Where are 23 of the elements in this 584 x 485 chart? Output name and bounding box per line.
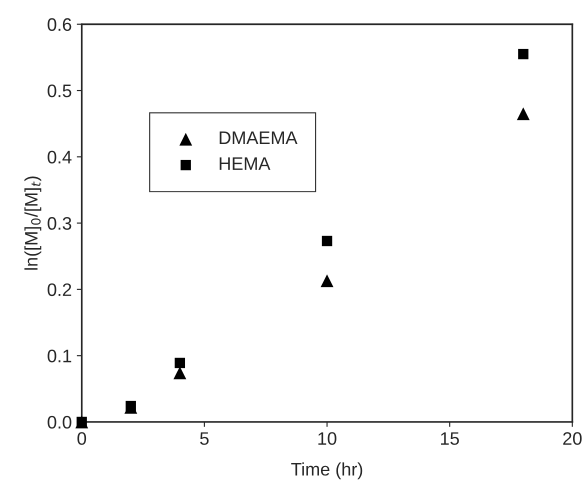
point [322,236,332,246]
point [516,107,530,120]
y-tick-label: 0.4 [48,150,72,164]
point [173,366,186,380]
x-tick-label: 10 [318,432,336,445]
y-tick-label: 0.2 [48,283,72,296]
y-axis-title: ln([M]$_{0}$/[M]$_{t}$) [24,176,42,270]
point [174,358,186,368]
y-tick-label: 0.6 [48,18,72,31]
legend-label: DMAEMA [220,132,298,144]
x-tick-label: 15 [441,432,459,445]
point [518,48,528,60]
x-tick-label: 20 [563,432,582,445]
legend-label: HEMA [220,157,270,170]
x-axis-title: Time (hr) [291,462,362,480]
x-tick-label: 5 [200,432,209,445]
x-tick-label: 0 [77,432,86,445]
y-tick-label: 0.3 [48,217,72,230]
point [126,400,136,412]
y-tick-label: 0.5 [48,84,72,98]
y-tick-label: 0.0 [48,416,72,429]
y-tick-label: 0.1 [48,350,72,362]
point [320,274,334,288]
